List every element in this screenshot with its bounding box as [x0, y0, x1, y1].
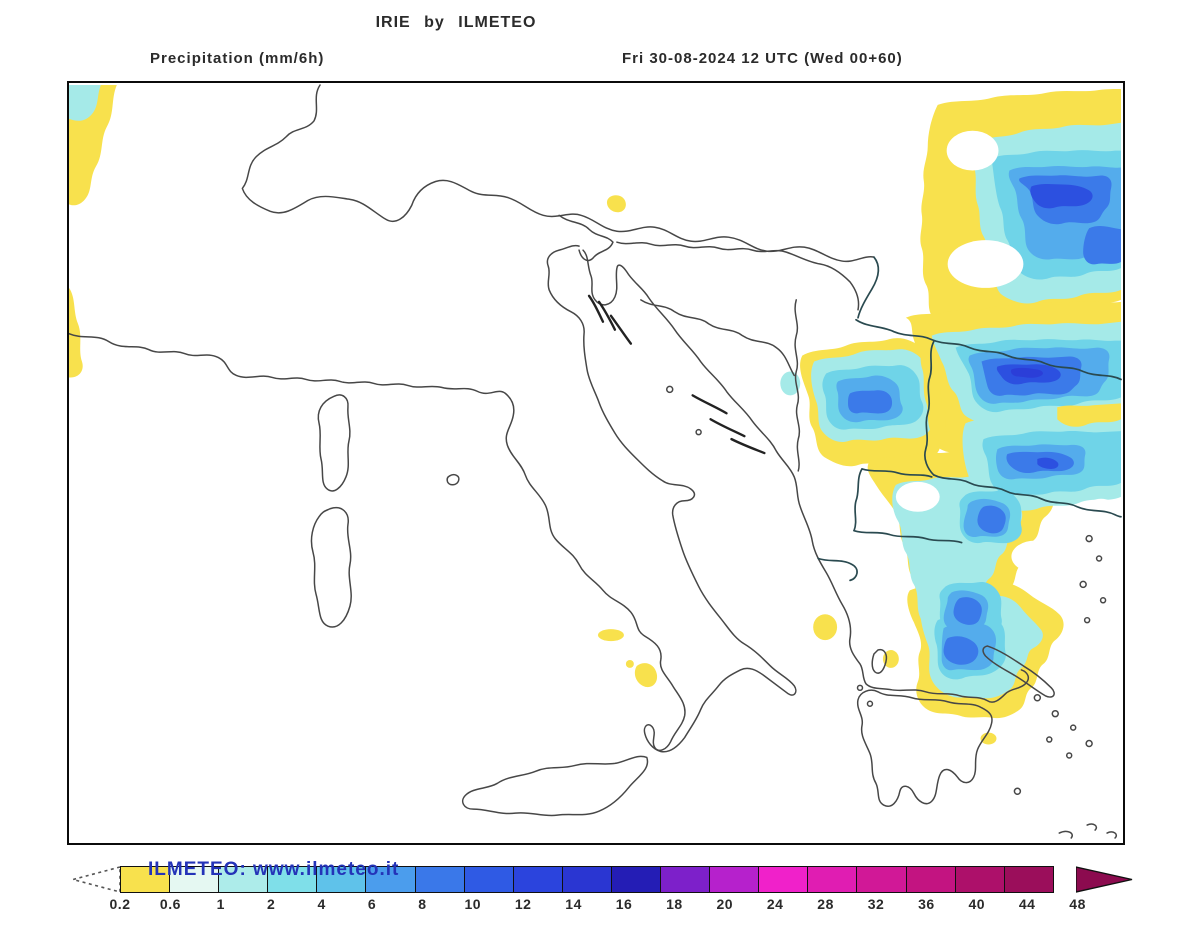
colorbar-overflow-arrow	[1076, 866, 1133, 893]
colorbar-tick-label: 48	[1069, 896, 1086, 912]
colorbar-legend: ILMETEO: www.ilmeteo.it 0.2 0.6 1 2 4 6 8 10 12 1…	[0, 859, 1200, 925]
colorbar-tick-label: 8	[418, 896, 427, 912]
variable-label: Precipitation (mm/6h)	[150, 50, 325, 67]
colorbar-tick-label: 44	[1018, 896, 1036, 912]
colorbar-cell	[414, 866, 465, 893]
colorbar-cell	[954, 866, 1005, 893]
colorbar-tick-label: 0.6	[159, 896, 181, 912]
country-borders-east	[817, 256, 1122, 582]
colorbar-underflow-arrow	[70, 866, 121, 893]
colorbar-cell	[267, 866, 318, 893]
aegean-islands	[665, 385, 1107, 796]
colorbar-ticks: 0.2 0.6 1 2 4 6 8 10 12 14 16 18 20 24 28 32 36 40 44 48	[0, 896, 1200, 916]
colorbar-cell	[660, 866, 711, 893]
colorbar-tick-label: 12	[514, 896, 532, 912]
colorbar-tick-label: 10	[464, 896, 482, 912]
colorbar-cell	[807, 866, 858, 893]
colorbar-cell	[905, 866, 956, 893]
colorbar-tick-label: 18	[666, 896, 683, 912]
colorbar-cell	[169, 866, 220, 893]
colorbar-cell	[610, 866, 662, 893]
colorbar-tick-label: 14	[565, 896, 582, 912]
colorbar-tick-label: 1	[216, 896, 225, 912]
colorbar-tick-label: 20	[716, 896, 734, 912]
coastlines	[69, 244, 1118, 839]
valid-time-label: Fri 30-08-2024 12 UTC (Wed 00+60)	[622, 50, 903, 67]
watermark-text: ILMETEO: www.ilmeteo.it	[148, 859, 400, 880]
colorbar-cell	[561, 866, 613, 893]
colorbar-cell	[856, 866, 907, 893]
forecast-map	[67, 81, 1125, 845]
colorbar-cells	[120, 866, 1055, 893]
precipitation-layer	[69, 84, 1123, 745]
colorbar-tick-label: 36	[918, 896, 935, 912]
colorbar-cell	[316, 866, 367, 893]
colorbar-cell	[1003, 866, 1055, 893]
adriatic-islands	[587, 294, 766, 455]
colorbar-cell	[709, 866, 760, 893]
colorbar-tick-label: 4	[317, 896, 326, 912]
colorbar-tick-label: 40	[968, 896, 986, 912]
colorbar-tick-label: 0.2	[109, 896, 131, 912]
colorbar-tick-label: 16	[615, 896, 633, 912]
colorbar-tick-label: 6	[367, 896, 377, 912]
colorbar-tick-label: 2	[267, 896, 276, 912]
colorbar-tick-label: 28	[817, 896, 834, 912]
page-title: IRIE by ILMETEO	[375, 14, 537, 31]
country-borders	[241, 84, 875, 472]
colorbar-cell	[365, 866, 416, 893]
colorbar-cell	[218, 866, 269, 893]
colorbar-tick-label: 32	[867, 896, 885, 912]
colorbar-cell	[758, 866, 809, 893]
colorbar-cell	[120, 866, 171, 893]
colorbar-cell	[512, 866, 564, 893]
colorbar-cell	[463, 866, 515, 893]
colorbar-tick-label: 24	[766, 896, 784, 912]
map-svg	[69, 84, 1123, 839]
